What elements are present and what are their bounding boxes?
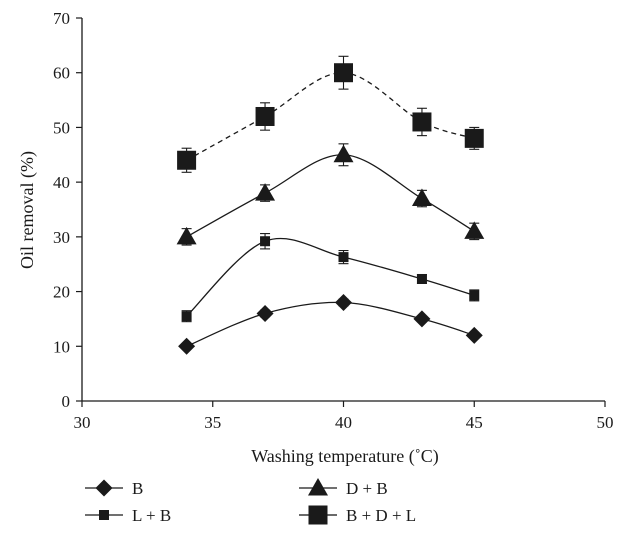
series-layer [176,55,485,355]
data-point [255,106,275,126]
x-tick-label: 50 [597,413,614,432]
data-point [255,183,276,201]
series-4 [177,55,484,173]
x-tick-label: 35 [204,413,221,432]
series-line [186,301,475,347]
data-point [256,304,274,322]
y-tick-label: 50 [53,118,70,137]
x-tick-label: 30 [74,413,91,432]
data-point [413,310,431,328]
y-tick-label: 10 [53,337,70,356]
legend-item: L + B [85,506,171,525]
legend-marker [99,510,109,520]
y-tick-label: 60 [53,64,70,83]
legend-item: B [85,479,143,498]
data-point [338,252,349,263]
legend: B D + B L + B B + D + L [85,478,416,525]
data-point [411,188,432,207]
data-point [176,226,197,245]
x-tick-label: 40 [335,413,352,432]
data-point [178,337,196,355]
legend-marker [308,478,328,496]
series-1 [178,294,483,355]
y-tick-label: 40 [53,173,70,192]
x-tick-label: 45 [466,413,483,432]
y-tick-label: 20 [53,283,70,302]
y-axis-title: Oil removal (%) [17,151,38,269]
legend-label: B + D + L [346,506,416,525]
data-point [335,294,352,312]
y-tick-label: 30 [53,228,70,247]
data-point [465,326,483,344]
data-point [333,144,354,163]
x-axis-title: Washing temperature (˚C) [251,446,438,467]
legend-label: D + B [346,479,388,498]
legend-marker [308,505,328,525]
data-point [416,273,427,284]
axes: 0 10 20 30 40 50 60 70 30 35 40 45 50 [53,9,614,432]
data-point [177,150,197,170]
data-point [412,112,432,132]
series-2 [176,143,485,246]
series-3 [181,233,480,323]
y-tick-label: 0 [62,392,71,411]
legend-item: D + B [299,478,388,498]
data-point [334,63,353,83]
data-point [469,290,480,301]
series-line [186,154,475,238]
data-point [464,221,485,239]
data-point [181,311,192,322]
legend-label: B [132,479,143,498]
data-point [464,128,484,148]
legend-label: L + B [132,506,171,525]
legend-marker [95,479,113,497]
series-line [186,237,475,317]
data-point [260,236,271,247]
legend-item: B + D + L [299,505,416,525]
y-tick-label: 70 [53,9,70,28]
